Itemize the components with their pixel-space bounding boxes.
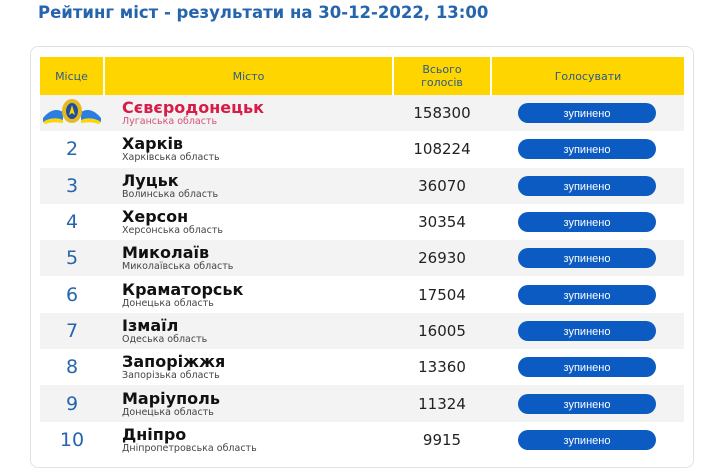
- votes-cell: 17504: [418, 285, 466, 304]
- header-votes-line1: Всього: [422, 63, 462, 76]
- vote-cell: зупинено: [491, 240, 684, 277]
- vote-cell: зупинено: [491, 167, 684, 204]
- city-region: Донецька область: [122, 297, 214, 309]
- city-region: Луганська область: [122, 116, 218, 128]
- vote-cell: зупинено: [491, 385, 684, 422]
- place-cell: [40, 95, 104, 132]
- city-name: Краматорськ: [122, 279, 244, 299]
- vote-stopped-button[interactable]: зупинено: [518, 175, 656, 196]
- city-cell: Харків Харківська область: [104, 131, 393, 167]
- city-region: Волинська область: [122, 188, 219, 200]
- city-cell: Краматорськ Донецька область: [104, 276, 393, 312]
- city-region: Миколаївська область: [122, 261, 234, 273]
- table-row: 8 Запоріжжя Запорізька область 13360 зупинен…: [40, 349, 684, 385]
- city-cell: Маріуполь Донецька область: [104, 385, 393, 422]
- city-region: Запорізька область: [122, 370, 220, 382]
- city-region: Дніпропетровська область: [122, 442, 257, 454]
- vote-stopped-button[interactable]: зупинено: [518, 429, 656, 450]
- vote-cell: зупинено: [491, 204, 684, 240]
- header-vote: Голосувати: [491, 57, 684, 95]
- table-row: Сєвєродонецьк Луганська область 158300 зупи…: [40, 95, 684, 132]
- votes-cell: 26930: [393, 240, 491, 277]
- vote-cell: зупинено: [491, 422, 684, 458]
- place-cell: 9: [40, 385, 104, 422]
- city-cell: Миколаїв Миколаївська область: [104, 240, 393, 277]
- city-name: Херсон: [122, 207, 189, 227]
- table-row: 10 Дніпро Дніпропетровська область 9915 зупи…: [40, 422, 684, 458]
- votes-cell: 16005: [393, 312, 491, 350]
- table-row: 9 Маріуполь Донецька область 11324 зупинено: [40, 385, 684, 422]
- vote-stopped-button[interactable]: зупинено: [518, 284, 656, 305]
- votes-cell: 30354: [418, 213, 466, 232]
- city-name: Харків: [122, 134, 184, 154]
- vote-stopped-button[interactable]: зупинено: [518, 212, 656, 233]
- coat-of-arms-icon: [43, 98, 101, 124]
- place-cell: 6: [65, 283, 79, 306]
- vote-stopped-button[interactable]: зупинено: [518, 357, 656, 378]
- place-cell: 10: [59, 428, 85, 451]
- page-title: Рейтинг міст - результати на 30-12-2022,…: [38, 3, 489, 22]
- city-cell: Запоріжжя Запорізька область: [104, 349, 393, 385]
- vote-cell: зупинено: [491, 349, 684, 385]
- vote-stopped-button[interactable]: зупинено: [518, 393, 656, 414]
- city-region: Одеська область: [122, 333, 208, 345]
- vote-stopped-button[interactable]: зупинено: [518, 320, 656, 341]
- city-name: Луцьк: [122, 170, 179, 190]
- vote-stopped-button[interactable]: зупинено: [518, 248, 656, 269]
- table-row: 2 Харків Харківська область 108224 зупинено: [40, 131, 684, 167]
- votes-cell: 158300: [393, 95, 491, 132]
- table-row: 3 Луцьк Волинська область 36070 зупинено: [40, 167, 684, 204]
- city-name: Запоріжжя: [122, 352, 226, 372]
- vote-cell: зупинено: [491, 95, 684, 132]
- rating-table: Місце Місто Всього голосів Голосувати Сєв…: [40, 57, 684, 458]
- place-cell: 2: [65, 138, 79, 161]
- table-row: 4 Херсон Херсонська область 30354 зупинено: [40, 204, 684, 240]
- table-row: 7 Ізмаїл Одеська область 16005 зупинено: [40, 312, 684, 350]
- table-row: 6 Краматорськ Донецька область 17504 зупинен…: [40, 276, 684, 312]
- city-region: Донецька область: [122, 406, 214, 418]
- vote-stopped-button[interactable]: зупинено: [518, 103, 656, 124]
- votes-cell: 108224: [413, 140, 471, 159]
- table-header: Місце Місто Всього голосів Голосувати: [40, 57, 684, 95]
- city-cell: Ізмаїл Одеська область: [104, 312, 393, 350]
- city-region: Херсонська область: [122, 225, 223, 237]
- header-city: Місто: [104, 57, 394, 95]
- votes-cell: 13360: [418, 358, 466, 377]
- city-name: Сєвєродонецьк: [122, 98, 264, 118]
- city-name: Миколаїв: [122, 243, 210, 263]
- votes-cell: 36070: [393, 167, 491, 204]
- city-cell: Сєвєродонецьк Луганська область: [104, 95, 393, 132]
- city-name: Маріуполь: [122, 388, 220, 408]
- header-place: Місце: [40, 57, 105, 95]
- place-cell: 7: [40, 312, 104, 350]
- vote-cell: зупинено: [491, 131, 684, 167]
- place-cell: 5: [40, 240, 104, 277]
- table-row: 5 Миколаїв Миколаївська область 26930 зупине…: [40, 240, 684, 277]
- place-cell: 4: [65, 211, 79, 234]
- votes-cell: 11324: [393, 385, 491, 422]
- city-cell: Дніпро Дніпропетровська область: [104, 422, 393, 458]
- city-cell: Луцьк Волинська область: [104, 167, 393, 204]
- vote-stopped-button[interactable]: зупинено: [518, 139, 656, 160]
- city-name: Дніпро: [122, 424, 187, 444]
- place-cell: 8: [65, 356, 79, 379]
- votes-cell: 9915: [422, 430, 462, 449]
- vote-cell: зупинено: [491, 312, 684, 350]
- city-name: Ізмаїл: [122, 315, 179, 335]
- header-votes-line2: голосів: [421, 76, 463, 89]
- vote-cell: зупинено: [491, 276, 684, 312]
- city-cell: Херсон Херсонська область: [104, 204, 393, 240]
- city-region: Харківська область: [122, 152, 220, 164]
- place-cell: 3: [40, 167, 104, 204]
- header-votes: Всього голосів: [393, 57, 492, 95]
